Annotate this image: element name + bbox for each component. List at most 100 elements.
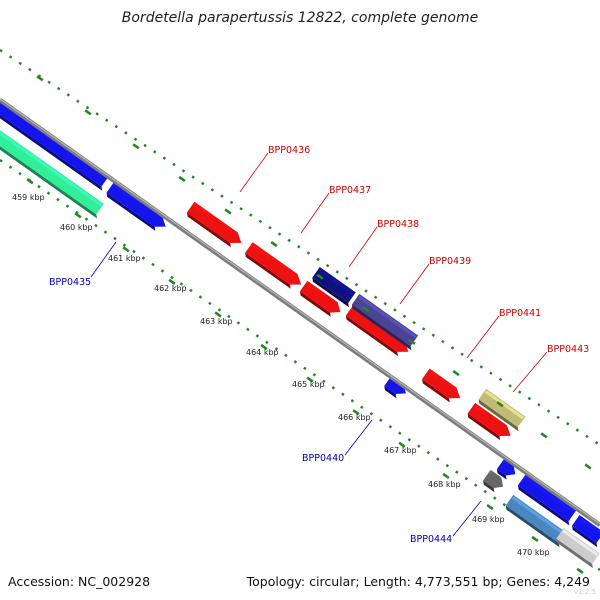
gene-arrow-bpp0439-highlight <box>357 295 417 339</box>
tick-label-469: 469 kbp <box>472 515 505 524</box>
gene-label-bpp0438[interactable]: BPP0438 <box>377 219 419 230</box>
gene-arrow-bpp0439-side <box>351 304 412 351</box>
gene-arrow-downstream-c[interactable] <box>570 515 600 548</box>
gene-label-bpp0443[interactable]: BPP0443 <box>547 344 589 355</box>
gene-label-bpp0439[interactable]: BPP0439 <box>429 256 471 267</box>
gene-arrow-upstream-b[interactable] <box>0 125 106 219</box>
gene-arrow-bpp0441-face <box>422 368 461 399</box>
connector-bpp0439 <box>399 263 430 305</box>
map-title: Bordetella parapertussis 12822, complete… <box>121 10 479 26</box>
outer-major-tick-5 <box>270 240 278 248</box>
gene-label-bpp0441[interactable]: BPP0441 <box>499 308 541 319</box>
gene-arrow-bpp0444-a-side <box>483 480 495 493</box>
inner-major-tick-10 <box>486 503 494 511</box>
gene-label-bpp0436[interactable]: BPP0436 <box>268 145 310 156</box>
connector-bpp0443 <box>512 351 548 393</box>
gene-layer <box>0 83 600 569</box>
gene-arrow-bpp0438-a-side <box>312 277 349 308</box>
inner-major-tick-2 <box>122 246 130 253</box>
inner-major-tick-0 <box>26 178 34 185</box>
gene-arrow-bpp0444-a-face <box>483 469 504 489</box>
outer-major-tick-12 <box>584 463 592 470</box>
gene-arrow-bpp0437-a[interactable] <box>243 242 304 292</box>
gene-arrow-downstream-b-face <box>556 527 600 565</box>
gene-arrow-bpp0437-b-highlight <box>305 282 318 292</box>
gene-arrow-downstream-c-face <box>572 515 600 543</box>
outer-major-tick-6 <box>316 273 324 280</box>
gene-arrow-bpp0444-b[interactable] <box>495 458 519 481</box>
gene-arrow-bpp0437-b[interactable] <box>298 280 344 320</box>
gene-arrow-bpp0436-side <box>186 212 231 248</box>
tick-label-467: 467 kbp <box>384 446 417 455</box>
inner-major-tick-7 <box>352 409 360 416</box>
gene-label-bpp0437[interactable]: BPP0437 <box>329 185 371 196</box>
tick-label-468: 468 kbp <box>428 480 461 489</box>
tick-label-459: 459 kbp <box>12 193 45 202</box>
gene-arrow-bpp0443-a[interactable] <box>477 388 528 432</box>
outer-major-tick-0 <box>36 75 44 82</box>
outer-major-tick-11 <box>540 432 548 439</box>
gene-arrow-downstream-a[interactable] <box>516 474 578 526</box>
gene-arrow-bpp0435-face <box>106 182 166 227</box>
inner-major-tick-6 <box>306 376 314 383</box>
gene-arrow-downstream-b[interactable] <box>555 527 600 569</box>
gene-arrow-bpp0440-side <box>384 385 397 399</box>
outer-major-tick-2 <box>132 143 140 150</box>
inner-major-tick-12 <box>576 567 584 574</box>
gene-arrow-bpp0436[interactable] <box>185 201 245 251</box>
inner-major-tick-1 <box>74 212 82 219</box>
major-tick-layer <box>26 75 592 574</box>
genome-backbone-highlight <box>0 98 600 525</box>
gene-arrow-bpp0437-a-face <box>245 242 302 285</box>
inner-major-tick-3 <box>168 278 176 285</box>
inner-major-tick-9 <box>442 472 450 480</box>
tick-label-460: 460 kbp <box>60 223 93 232</box>
gene-arrow-bpp0441-side <box>422 379 450 403</box>
gene-arrow-bpp0443-b[interactable] <box>466 402 514 444</box>
outer-tick-ring <box>0 48 600 447</box>
gene-arrow-bpp0435-side <box>106 192 156 231</box>
inner-major-tick-11 <box>531 535 539 543</box>
gene-arrow-bpp0443-b-highlight <box>473 404 487 415</box>
outer-major-tick-9 <box>452 369 460 377</box>
gene-arrow-bpp0439-face <box>351 293 419 347</box>
gene-arrow-bpp0438-b-face <box>345 304 409 352</box>
gene-arrow-bpp0443-a-side <box>478 399 519 432</box>
tick-label-465: 465 kbp <box>292 380 325 389</box>
gene-arrow-bpp0444-b-side <box>496 469 507 480</box>
gene-label-bpp0444[interactable]: BPP0444 <box>410 534 452 545</box>
tick-label-464: 464 kbp <box>246 348 279 357</box>
gene-arrow-upstream-b-highlight <box>0 127 103 207</box>
gene-arrow-bpp0444-a[interactable] <box>481 469 507 495</box>
inner-major-tick-4 <box>214 311 222 318</box>
gene-label-bpp0435[interactable]: BPP0435 <box>49 277 91 288</box>
gene-arrow-downstream-b-highlight <box>562 529 599 557</box>
tick-label-462: 462 kbp <box>154 284 187 293</box>
gene-label-bpp0440[interactable]: BPP0440 <box>302 453 344 464</box>
gene-arrow-bpp0437-b-face <box>299 280 341 313</box>
outer-major-tick-4 <box>224 208 232 215</box>
gene-arrow-bpp0435[interactable] <box>105 182 170 234</box>
gene-arrow-downstream-a-side <box>517 485 570 526</box>
gene-arrow-bpp0438-b-side <box>345 315 398 357</box>
gene-arrow-bpp0444-c-face <box>505 494 567 544</box>
gene-arrow-bpp0436-highlight <box>192 203 212 218</box>
gene-arrow-bpp0435-highlight <box>112 183 134 200</box>
outer-major-tick-1 <box>84 109 92 116</box>
gene-arrow-bpp0438-a[interactable] <box>311 266 359 308</box>
gene-arrow-bpp0443-b-side <box>467 413 501 441</box>
connector-bpp0436 <box>239 152 269 193</box>
inner-major-tick-5 <box>260 343 268 351</box>
gene-arrow-bpp0441[interactable] <box>420 368 464 406</box>
outer-major-tick-3 <box>178 175 186 183</box>
tick-label-466: 466 kbp <box>338 413 371 422</box>
gene-arrow-bpp0436-face <box>186 201 242 244</box>
gene-arrow-bpp0439[interactable] <box>350 293 420 351</box>
gene-arrow-bpp0444-c-side <box>505 505 560 548</box>
connector-bpp0444 <box>452 500 482 537</box>
gene-arrow-downstream-b-side <box>556 538 593 569</box>
gene-arrow-bpp0444-c[interactable] <box>504 494 569 548</box>
gene-arrow-bpp0441-highlight <box>428 369 439 379</box>
gene-arrow-upstream-b-face <box>0 125 104 215</box>
